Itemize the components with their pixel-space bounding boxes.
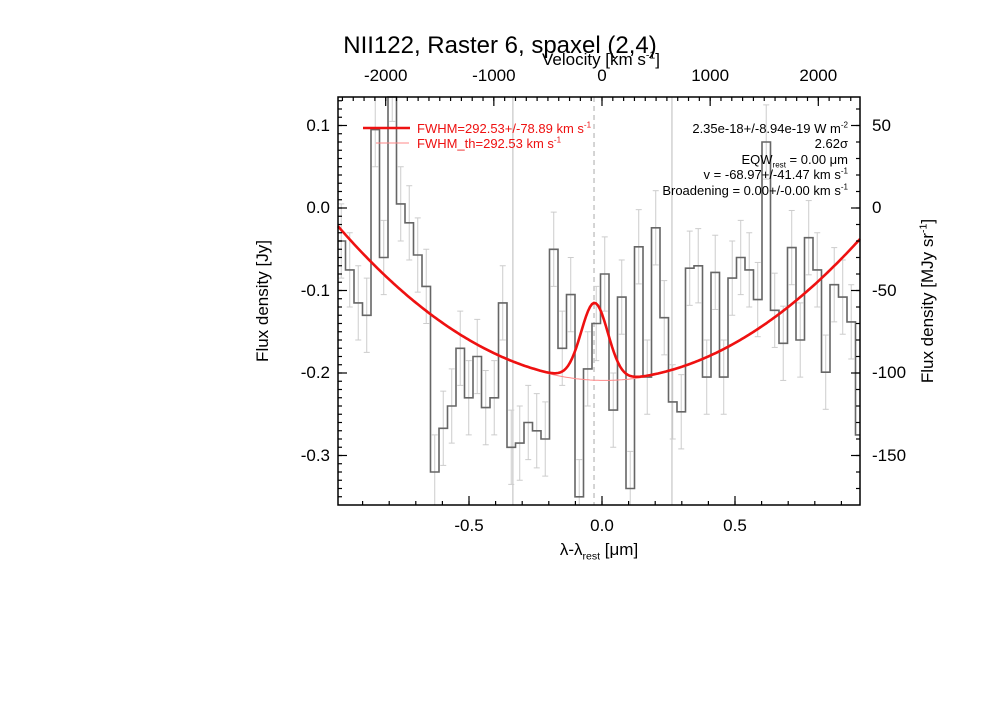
top-tick-label: 1000 <box>691 66 730 85</box>
left-tick-label: -0.1 <box>300 280 330 300</box>
legend-entry-thin: FWHM_th=292.53 km s-1 <box>417 135 562 151</box>
right-axis-label: Flux density [MJy sr-1] <box>917 201 938 401</box>
plot-frame <box>337 96 861 506</box>
top-axis-label-sup: -1 <box>645 49 656 62</box>
right-tick-label: -100 <box>872 363 907 382</box>
fit-annotation-line: Broadening = 0.00+/-0.00 km s-1 <box>662 182 848 198</box>
right-axis-label-sup: -1 <box>917 223 930 233</box>
bottom-axis-label: λ-λrest [μm] <box>449 540 749 563</box>
left-tick-label: -0.3 <box>300 445 330 465</box>
bottom-axis-label-pre: λ-λ <box>559 540 583 559</box>
right-tick-label: 0 <box>872 198 882 217</box>
right-tick-label: 50 <box>872 115 891 135</box>
left-tick-label: 0.1 <box>306 115 330 135</box>
legend-entry-thick: FWHM=292.53+/-78.89 km s-1 <box>417 120 592 136</box>
top-axis-label-close: ] <box>655 50 661 69</box>
bottom-tick-label: -0.5 <box>454 516 484 535</box>
top-tick-label: 0 <box>597 66 607 85</box>
gaussian-fit-curve <box>337 225 861 379</box>
top-tick-label: -2000 <box>363 66 408 85</box>
spectrum-histogram <box>338 96 860 498</box>
bottom-axis-label-post: [μm] <box>600 540 639 559</box>
fit-annotation-line: 2.35e-18+/-8.94e-19 W m-2 <box>692 120 848 136</box>
right-tick-label: -50 <box>872 280 897 300</box>
left-tick-label: 0.0 <box>306 198 330 217</box>
fit-annotation-line: EQWrest = 0.00 μm <box>741 151 848 170</box>
fit-annotation-line: v = -68.97+/-41.47 km s-1 <box>703 166 848 183</box>
top-axis-label-text: Velocity [km s <box>541 50 646 69</box>
bottom-tick-label: 0.5 <box>723 516 747 535</box>
fit-annotation-line: 2.62σ <box>814 136 848 152</box>
right-tick-label: -150 <box>872 445 907 465</box>
bottom-tick-label: 0.0 <box>590 516 614 535</box>
top-tick-label: 2000 <box>799 66 838 85</box>
right-axis-label-close: ] <box>918 218 937 224</box>
bottom-axis-label-sub: rest <box>582 550 601 563</box>
left-tick-label: -0.2 <box>300 363 330 382</box>
right-axis-label-text: Flux density [MJy sr <box>918 232 937 384</box>
top-axis-label: Velocity [km s-1] <box>451 50 751 70</box>
top-tick-label: -1000 <box>472 66 516 85</box>
plot-title: NII122, Raster 6, spaxel (2,4) <box>343 32 657 59</box>
